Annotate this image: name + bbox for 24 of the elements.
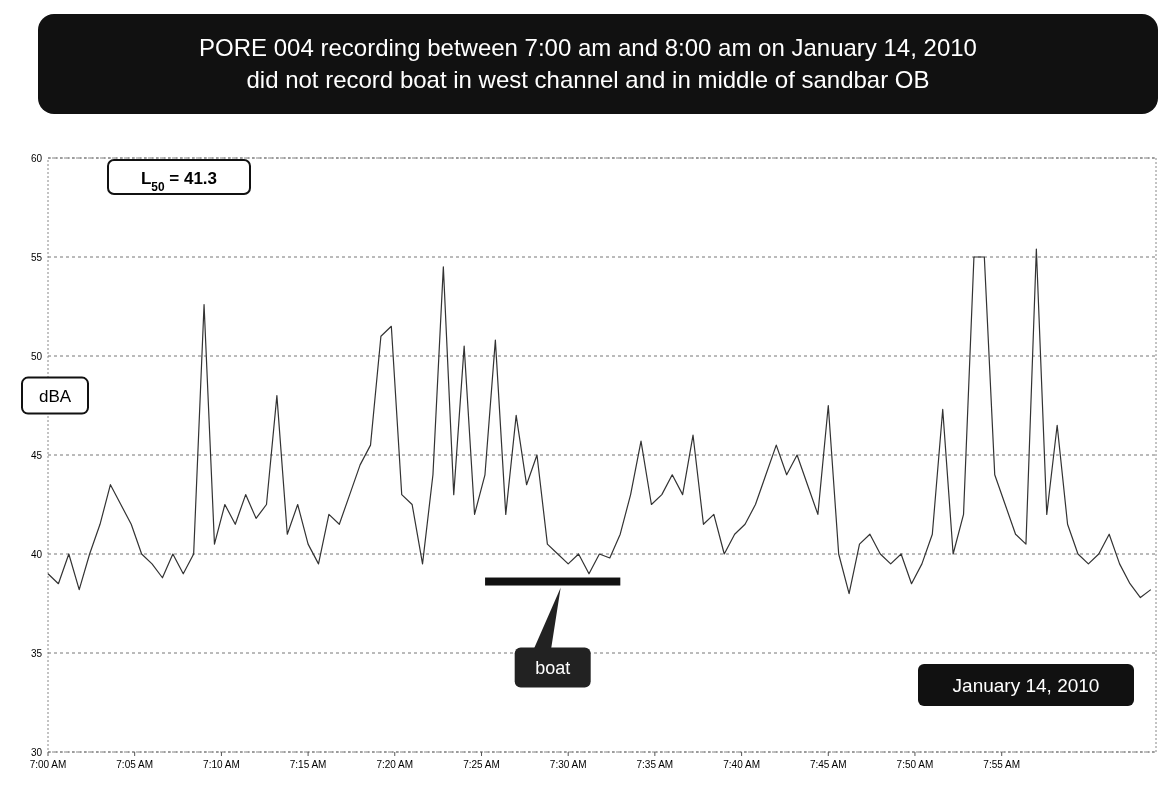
x-tick-label: 7:10 AM: [203, 759, 240, 770]
y-tick-label: 50: [30, 351, 43, 362]
annotation: January 14, 2010: [952, 675, 1100, 696]
y-tick-label: 55: [30, 252, 43, 263]
x-tick-label: 7:15 AM: [289, 759, 327, 770]
x-tick-label: 7:55 AM: [983, 759, 1021, 770]
y-tick-label: 30: [30, 747, 43, 758]
y-tick-label: 60: [30, 153, 43, 164]
y-tick-label: 40: [30, 549, 43, 560]
x-tick-label: 7:50 AM: [896, 759, 934, 770]
x-tick-label: 7:30 AM: [549, 759, 587, 770]
x-tick-label: 7:40 AM: [723, 759, 760, 770]
annotation: boat: [535, 657, 571, 678]
y-tick-label: 45: [30, 450, 43, 461]
x-tick-label: 7:45 AM: [809, 759, 847, 770]
chart-title: PORE 004 recording between 7:00 am and 8:00 am on January 14, 2010 did not record boat in west channel and in middle of sandbar OB: [199, 34, 977, 93]
annotation: L$_{50}$ = 41.3: [140, 169, 218, 194]
x-tick-label: 7:35 AM: [636, 759, 674, 770]
x-tick-label: 7:25 AM: [463, 759, 500, 770]
x-tick-label: 7:20 AM: [376, 759, 414, 770]
x-tick-label: 7:00 AM: [29, 759, 67, 770]
y-tick-label: 35: [30, 648, 43, 659]
y-axis-title: dBA: [38, 386, 72, 406]
x-tick-label: 7:05 AM: [116, 759, 154, 770]
